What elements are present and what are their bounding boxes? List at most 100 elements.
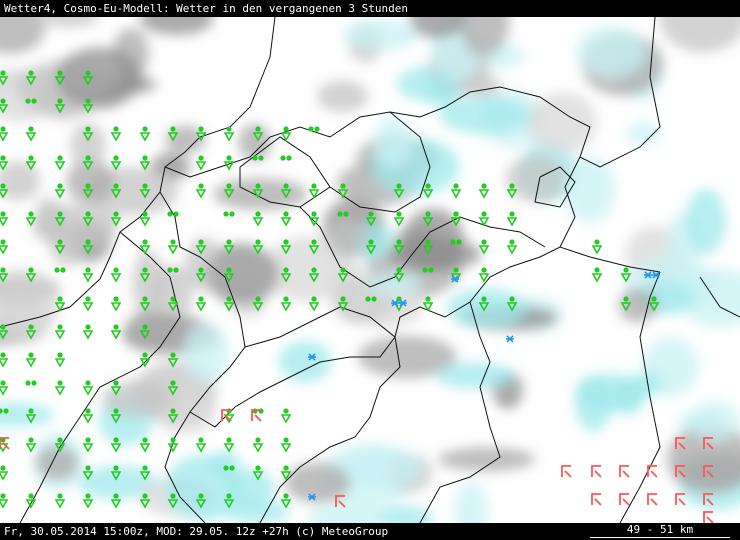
rain-dot (173, 211, 179, 217)
shower-triangle (82, 132, 94, 142)
snow-symbol (399, 299, 407, 307)
shower-dot (283, 211, 289, 217)
shower-triangle (139, 358, 151, 368)
shower-dot (453, 267, 459, 273)
rain-dot (343, 211, 349, 217)
shower-triangle (167, 414, 179, 424)
precip-blob (685, 188, 727, 254)
shower-triangle (648, 302, 660, 312)
precip-blob (446, 288, 528, 329)
shower-dot (226, 239, 232, 245)
precip-blob (316, 80, 369, 113)
shower-dot (425, 296, 431, 302)
shower-triangle (54, 443, 66, 453)
shower-triangle (195, 161, 207, 171)
shower-triangle (280, 302, 292, 312)
shower-triangle (110, 217, 122, 227)
shower-triangle (25, 414, 37, 424)
shower-dot (28, 155, 34, 161)
precip-blob (327, 221, 368, 260)
shower-dot (85, 437, 91, 443)
shower-triangle (195, 189, 207, 199)
shower-dot (170, 352, 176, 358)
precip-blob (278, 340, 332, 383)
shower-dot (481, 211, 487, 217)
shower-dot (198, 493, 204, 499)
shower-dot (226, 183, 232, 189)
precip-blob (454, 481, 489, 523)
shower-dot (283, 408, 289, 414)
snow-symbol (391, 299, 399, 307)
shower-dot (113, 324, 119, 330)
precip-blob (563, 156, 616, 223)
rain-dot (308, 126, 314, 132)
shower-triangle (139, 443, 151, 453)
shower-dot (368, 211, 374, 217)
rain-dot (258, 155, 264, 161)
precip-blob (69, 122, 107, 168)
shower-dot (340, 296, 346, 302)
shower-dot (142, 296, 148, 302)
shower-triangle (223, 443, 235, 453)
shower-dot (142, 239, 148, 245)
shower-dot (509, 239, 515, 245)
shower-triangle (308, 302, 320, 312)
shower-dot (453, 183, 459, 189)
shower-dot (198, 296, 204, 302)
shower-triangle (82, 330, 94, 340)
shower-dot (0, 155, 6, 161)
shower-dot (509, 296, 515, 302)
thunder-symbol (0, 437, 10, 450)
precip-blob (0, 17, 46, 55)
shower-triangle (591, 273, 603, 283)
precip-blob (132, 250, 164, 319)
shower-dot (28, 352, 34, 358)
shower-dot (170, 126, 176, 132)
shower-triangle (82, 443, 94, 453)
shower-triangle (25, 358, 37, 368)
shower-triangle (195, 302, 207, 312)
shower-dot (226, 126, 232, 132)
rain-dot (229, 211, 235, 217)
shower-triangle (110, 471, 122, 481)
shower-triangle (167, 132, 179, 142)
precip-blob (528, 92, 598, 154)
shower-dot (85, 211, 91, 217)
shower-triangle (82, 161, 94, 171)
shower-dot (113, 126, 119, 132)
shower-triangle (82, 217, 94, 227)
thunder-symbol (703, 465, 714, 478)
shower-dot (170, 380, 176, 386)
shower-triangle (0, 499, 9, 509)
precip-blob (306, 503, 385, 523)
shower-triangle (620, 273, 632, 283)
precip-blob (341, 446, 424, 490)
shower-triangle (54, 302, 66, 312)
shower-dot (85, 267, 91, 273)
precip-blob (505, 155, 567, 203)
shower-dot (198, 239, 204, 245)
shower-triangle (0, 273, 9, 283)
rain-dot (167, 267, 173, 273)
scale-bar: 49 - 51 km (590, 523, 730, 538)
shower-dot (142, 324, 148, 330)
shower-dot (311, 211, 317, 217)
shower-triangle (82, 302, 94, 312)
shower-triangle (167, 443, 179, 453)
precip-blob (66, 159, 115, 205)
shower-dot (85, 408, 91, 414)
shower-triangle (308, 245, 320, 255)
shower-dot (311, 183, 317, 189)
shower-dot (28, 70, 34, 76)
rain-dot (173, 267, 179, 273)
shower-triangle (82, 499, 94, 509)
map-title: Wetter4, Cosmo-Eu-Modell: Wetter in den … (4, 2, 408, 15)
snow-symbol (308, 493, 316, 501)
shower-dot (28, 437, 34, 443)
shower-dot (226, 296, 232, 302)
shower-dot (85, 239, 91, 245)
shower-dot (283, 493, 289, 499)
shower-dot (142, 211, 148, 217)
shower-triangle (167, 358, 179, 368)
shower-dot (594, 239, 600, 245)
